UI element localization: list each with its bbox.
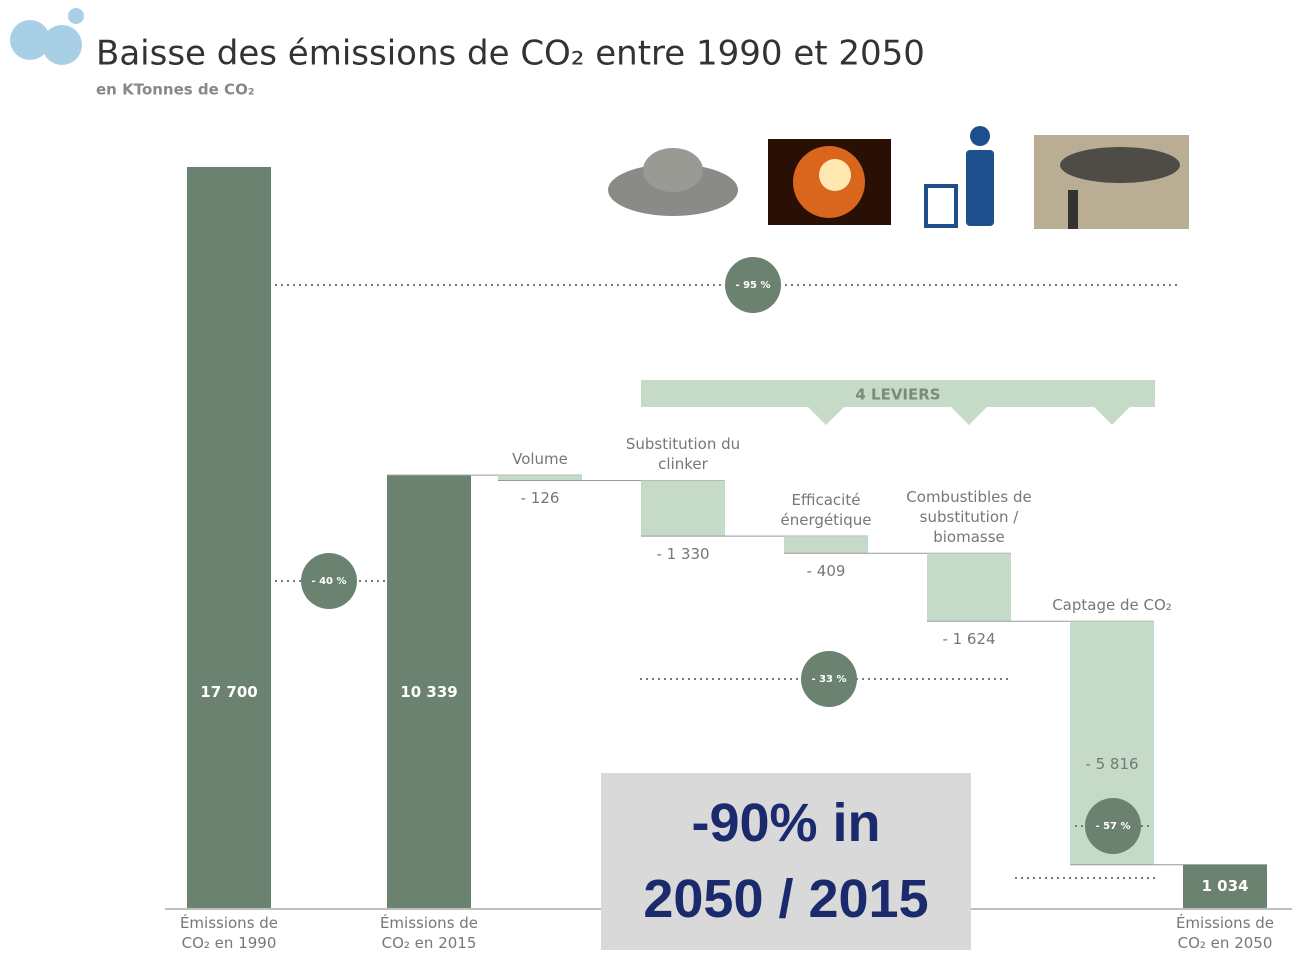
chart-subtitle: en KTonnes de CO₂ bbox=[96, 81, 254, 99]
group-label: 4 LEVIERS bbox=[855, 386, 940, 404]
percent-badge bbox=[301, 553, 357, 609]
annotation: - 33 % bbox=[811, 674, 846, 685]
bar bbox=[1183, 864, 1267, 908]
category-label: Captage de CO₂ bbox=[1052, 596, 1172, 615]
percent-badge bbox=[1085, 798, 1141, 854]
category-label: Émissions de CO₂ en 2015 bbox=[379, 914, 479, 952]
lever-banner bbox=[641, 380, 1155, 425]
value-label: - 5 816 bbox=[1085, 754, 1139, 773]
category-label: Substitution du clinker bbox=[625, 435, 741, 474]
value-label: 10 339 bbox=[400, 683, 458, 701]
callout-box: -90% in 2050 / 2015 bbox=[601, 773, 971, 950]
category-label: Efficacité énergétique bbox=[780, 491, 872, 530]
category-label: Volume bbox=[512, 450, 568, 469]
bar bbox=[784, 536, 868, 554]
bar bbox=[387, 475, 471, 908]
logo bbox=[10, 8, 84, 65]
chart-title: Baisse des émissions de CO₂ entre 1990 e… bbox=[96, 34, 925, 74]
percent-badge bbox=[801, 651, 857, 707]
category-label: Émissions de CO₂ en 1990 bbox=[179, 914, 279, 952]
annotation: - 57 % bbox=[1095, 821, 1130, 832]
bar bbox=[498, 475, 582, 481]
value-label: - 126 bbox=[520, 489, 560, 508]
bar bbox=[187, 167, 271, 908]
value-label: - 1 330 bbox=[656, 545, 710, 564]
percent-badge bbox=[725, 257, 781, 313]
lever-icons bbox=[608, 126, 1189, 229]
category-label: Émissions de CO₂ en 2050 bbox=[1175, 914, 1275, 952]
value-label: 17 700 bbox=[200, 683, 258, 701]
callout: -90% in 2050 / 2015 bbox=[601, 773, 971, 937]
annotation: - 95 % bbox=[735, 280, 770, 291]
category-label: Combustibles de substitution / biomasse bbox=[906, 488, 1032, 547]
callout-line: 2050 / 2015 bbox=[643, 869, 929, 929]
callout-line: -90% in bbox=[691, 793, 881, 853]
bar bbox=[927, 553, 1011, 622]
annotation: - 40 % bbox=[311, 576, 346, 587]
value-label: - 409 bbox=[806, 562, 846, 581]
bar bbox=[641, 480, 725, 537]
value-label: 1 034 bbox=[1201, 876, 1249, 895]
value-label: - 1 624 bbox=[942, 630, 996, 649]
